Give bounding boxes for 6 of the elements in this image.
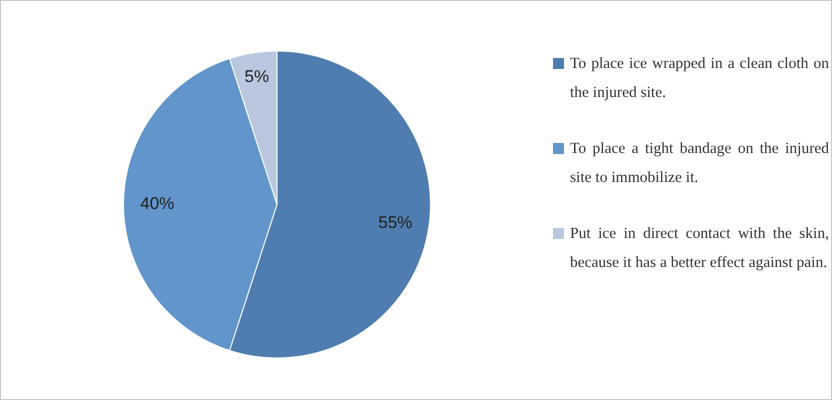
legend-label: To place ice wrapped in a clean cloth on the injured site. xyxy=(570,54,829,103)
legend-label: Put ice in direct contact with the skin, because it has a better effect against pain. xyxy=(570,224,829,273)
data-label: 55% xyxy=(378,212,412,232)
legend-label: To place a tight bandage on the injured site to immobilize it. xyxy=(570,139,829,188)
data-label: 40% xyxy=(140,194,174,214)
data-label: 5% xyxy=(244,66,270,86)
